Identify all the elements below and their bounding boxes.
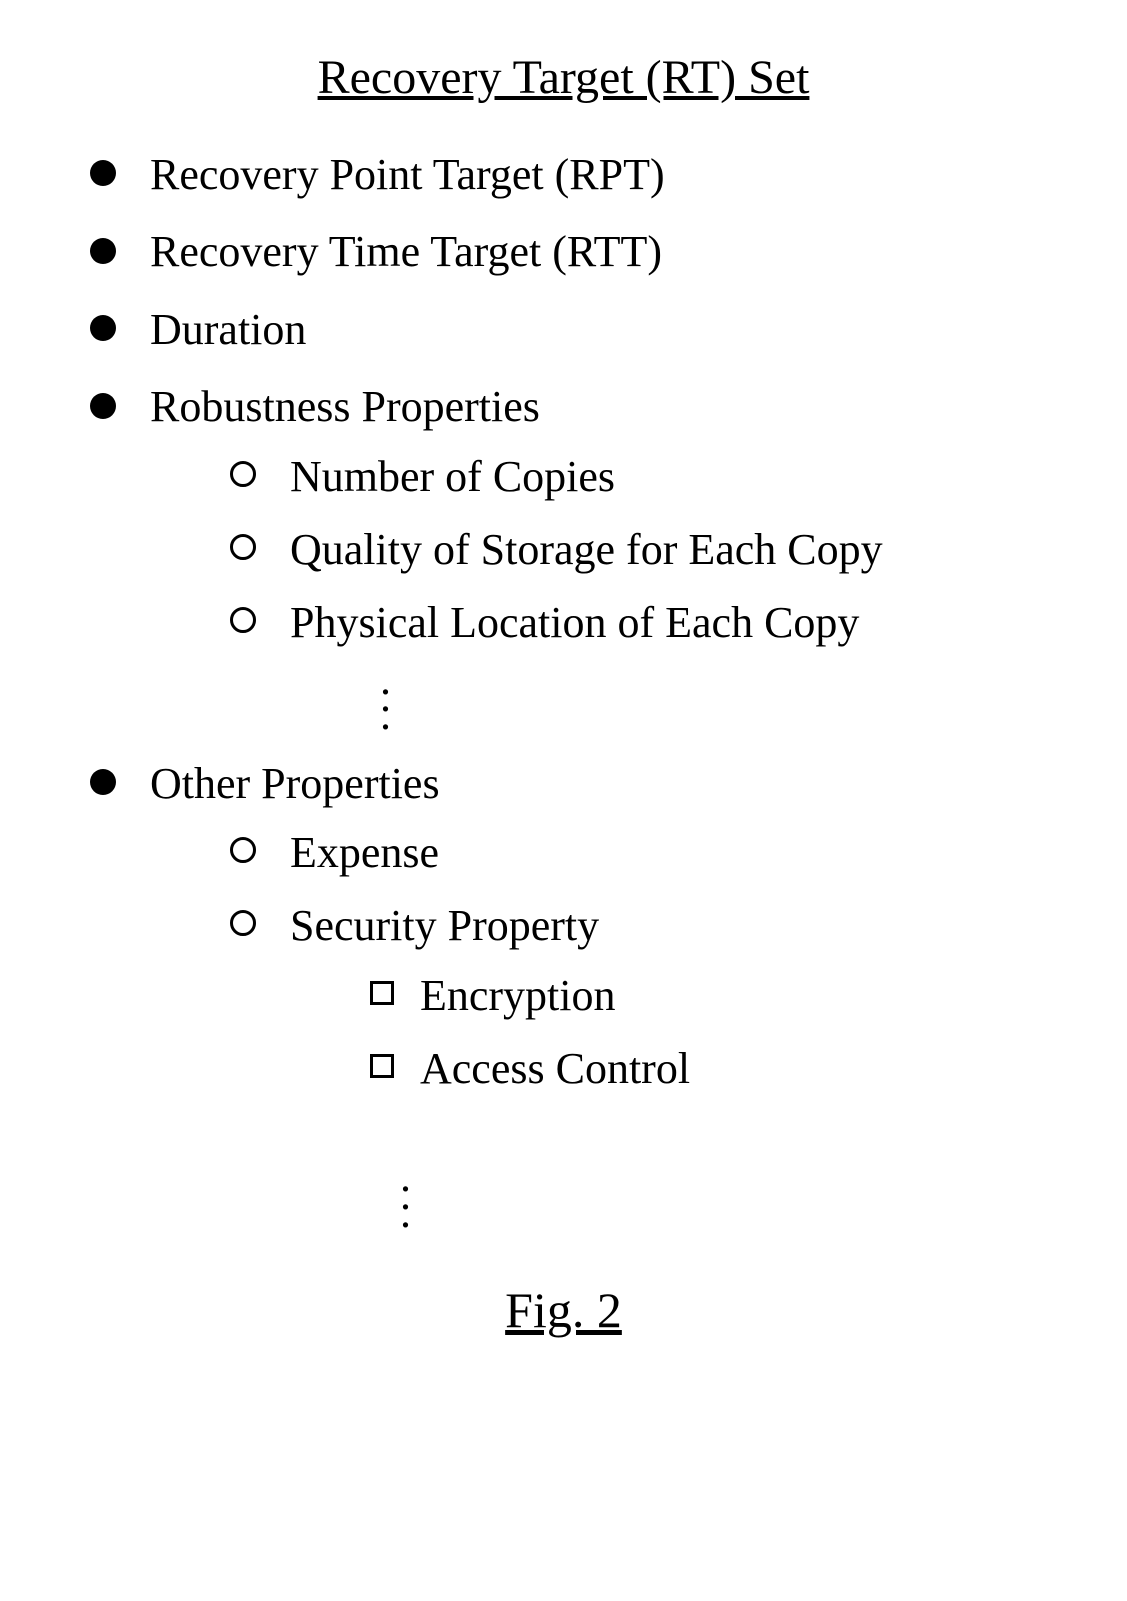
list-item-other: Other Properties Expense Security Proper… [90,754,1057,1099]
other-sublist: Expense Security Property Encryption Acc… [150,823,1057,1099]
robustness-sublist: Number of Copies Quality of Storage for … [150,447,1057,653]
list-item-access: Access Control [370,1039,1057,1098]
list-item-label: Robustness Properties [150,382,540,431]
recovery-target-list: Recovery Point Target (RPT) Recovery Tim… [70,145,1057,1098]
list-item-label: Recovery Time Target (RTT) [150,227,662,276]
list-item-expense: Expense [230,823,1057,882]
list-item-label: Duration [150,305,306,354]
list-item-label: Recovery Point Target (RPT) [150,150,665,199]
list-item-robustness: Robustness Properties Number of Copies Q… [90,377,1057,723]
list-item-rtt: Recovery Time Target (RTT) [90,222,1057,281]
list-item-label: Quality of Storage for Each Copy [290,525,883,574]
vertical-ellipsis-icon: ... [70,1168,1057,1221]
list-item-label: Physical Location of Each Copy [290,598,859,647]
list-item-quality: Quality of Storage for Each Copy [230,520,1057,579]
list-item-rpt: Recovery Point Target (RPT) [90,145,1057,204]
vertical-ellipsis-icon: ... [150,671,1057,724]
list-item-label: Security Property [290,901,599,950]
list-item-duration: Duration [90,300,1057,359]
list-item-copies: Number of Copies [230,447,1057,506]
list-item-label: Expense [290,828,439,877]
list-item-label: Encryption [420,971,616,1020]
page-title: Recovery Target (RT) Set [70,50,1057,105]
list-item-label: Access Control [420,1044,690,1093]
list-item-security: Security Property Encryption Access Cont… [230,896,1057,1098]
security-sublist: Encryption Access Control [290,966,1057,1099]
list-item-encryption: Encryption [370,966,1057,1025]
list-item-label: Number of Copies [290,452,615,501]
list-item-label: Other Properties [150,759,440,808]
figure-label: Fig. 2 [70,1281,1057,1339]
list-item-location: Physical Location of Each Copy [230,593,1057,652]
